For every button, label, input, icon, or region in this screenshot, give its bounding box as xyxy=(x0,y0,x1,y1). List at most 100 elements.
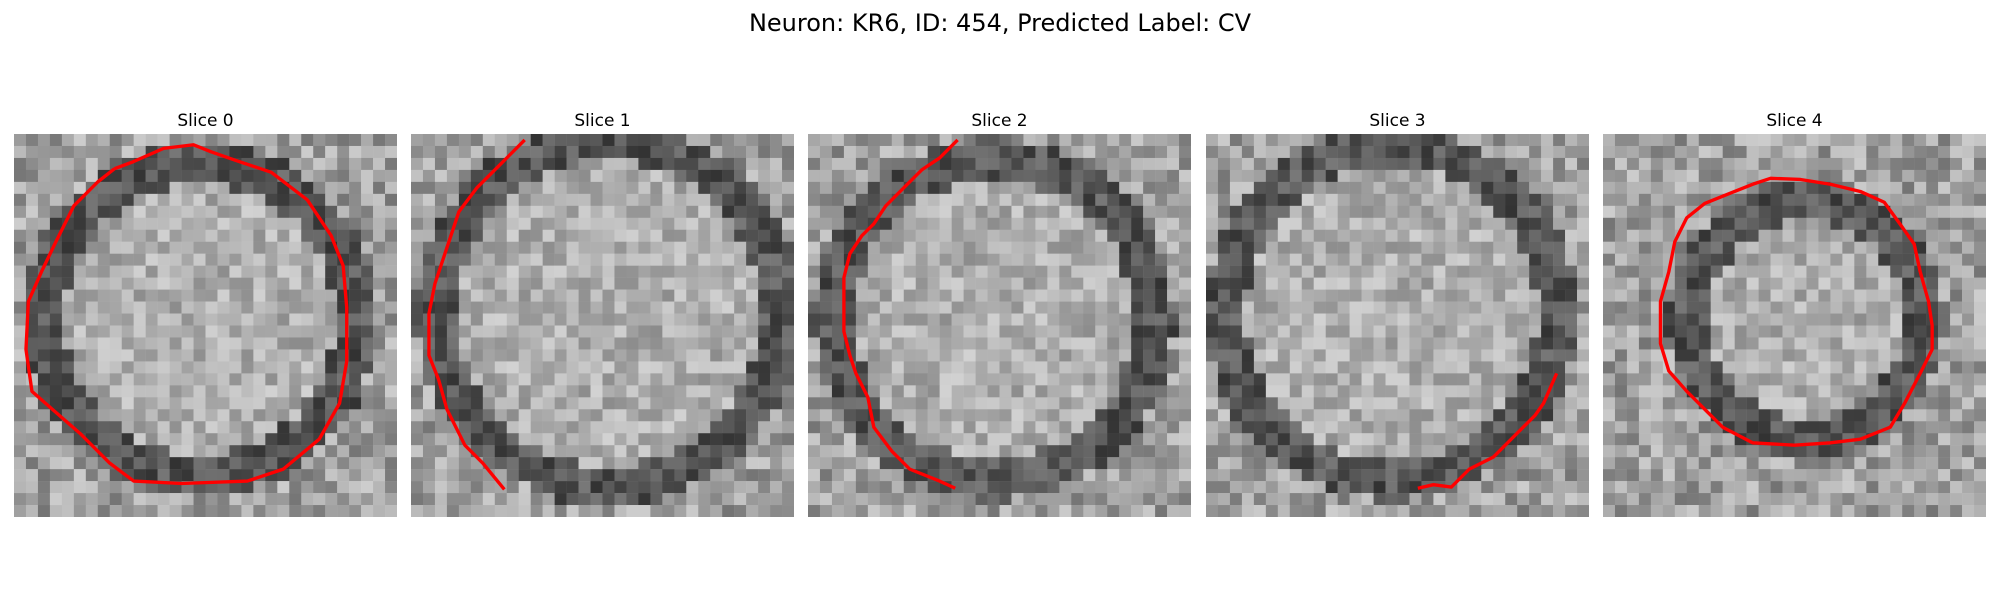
pixel xyxy=(1457,169,1470,183)
pixel xyxy=(1794,361,1807,374)
pixel xyxy=(373,481,386,494)
pixel xyxy=(506,229,519,242)
pixel xyxy=(85,265,99,278)
pixel xyxy=(470,409,484,422)
pixel xyxy=(470,134,484,147)
pixel xyxy=(867,325,881,338)
pixel xyxy=(1421,433,1434,446)
pixel xyxy=(1686,277,1699,290)
pixel xyxy=(554,217,567,230)
pixel xyxy=(1818,421,1831,434)
pixel xyxy=(25,505,39,517)
pixel xyxy=(14,253,27,266)
pixel xyxy=(1517,349,1530,362)
pixel xyxy=(1662,169,1676,183)
pixel xyxy=(999,301,1012,314)
pixel xyxy=(1686,253,1699,266)
pixel xyxy=(1421,493,1434,506)
pixel xyxy=(999,457,1012,470)
pixel xyxy=(1481,253,1494,266)
pixel xyxy=(710,481,723,494)
pixel xyxy=(1179,373,1191,386)
pixel xyxy=(1603,241,1616,254)
pixel xyxy=(97,229,110,242)
pixel xyxy=(903,289,916,302)
pixel xyxy=(1638,181,1652,195)
pixel xyxy=(602,253,615,266)
pixel xyxy=(157,169,170,183)
pixel xyxy=(1011,313,1024,326)
pixel xyxy=(1746,373,1759,386)
pixel xyxy=(999,469,1012,482)
pixel xyxy=(1059,349,1072,362)
pixel xyxy=(1373,217,1386,230)
pixel xyxy=(808,361,821,374)
pixel xyxy=(1385,265,1398,278)
pixel xyxy=(674,277,687,290)
pixel xyxy=(1722,241,1735,254)
pixel xyxy=(939,217,952,230)
pixel xyxy=(1059,493,1072,506)
pixel xyxy=(1095,157,1108,171)
pixel xyxy=(1095,205,1108,219)
pixel xyxy=(361,421,374,434)
pixel xyxy=(578,457,591,470)
pixel xyxy=(1782,145,1795,159)
pixel xyxy=(1253,253,1267,266)
pixel xyxy=(831,134,845,147)
pixel xyxy=(1770,229,1783,242)
pixel xyxy=(25,205,39,219)
pixel xyxy=(927,433,940,446)
pixel xyxy=(1409,385,1422,398)
pixel xyxy=(939,337,952,350)
pixel xyxy=(1674,145,1688,159)
pixel xyxy=(1974,145,1986,159)
pixel xyxy=(1313,205,1326,219)
pixel xyxy=(542,145,555,159)
pixel xyxy=(698,373,711,386)
pixel xyxy=(277,217,290,230)
pixel xyxy=(494,373,507,386)
pixel xyxy=(217,337,230,350)
pixel xyxy=(229,253,242,266)
pixel xyxy=(951,385,964,398)
pixel xyxy=(361,313,374,326)
pixel xyxy=(289,265,302,278)
pixel xyxy=(1806,421,1819,434)
pixel xyxy=(1011,433,1024,446)
pixel xyxy=(1517,193,1530,207)
pixel xyxy=(1457,493,1470,506)
pixel xyxy=(1746,361,1759,374)
pixel xyxy=(1206,361,1219,374)
pixel xyxy=(434,313,448,326)
pixel xyxy=(722,181,735,195)
pixel xyxy=(1481,193,1494,207)
pixel xyxy=(626,229,639,242)
pixel xyxy=(37,493,51,506)
pixel xyxy=(1878,145,1891,159)
pixel xyxy=(951,349,964,362)
pixel xyxy=(1131,169,1144,183)
pixel xyxy=(614,205,627,219)
pixel xyxy=(831,181,845,195)
pixel xyxy=(1962,217,1975,230)
pixel xyxy=(554,229,567,242)
pixel xyxy=(879,289,893,302)
pixel xyxy=(746,217,759,230)
pixel xyxy=(277,349,290,362)
pixel xyxy=(1059,265,1072,278)
pixel xyxy=(1806,157,1819,171)
pixel xyxy=(530,181,543,195)
pixel xyxy=(422,457,436,470)
pixel xyxy=(301,241,314,254)
pixel xyxy=(1650,134,1664,147)
pixel xyxy=(313,349,326,362)
pixel xyxy=(1577,145,1589,159)
pixel xyxy=(1047,145,1060,159)
pixel xyxy=(1373,445,1386,458)
pixel xyxy=(1433,433,1446,446)
pixel xyxy=(1107,433,1120,446)
pixel xyxy=(1265,409,1279,422)
pixel xyxy=(193,134,206,147)
pixel xyxy=(1529,205,1542,219)
